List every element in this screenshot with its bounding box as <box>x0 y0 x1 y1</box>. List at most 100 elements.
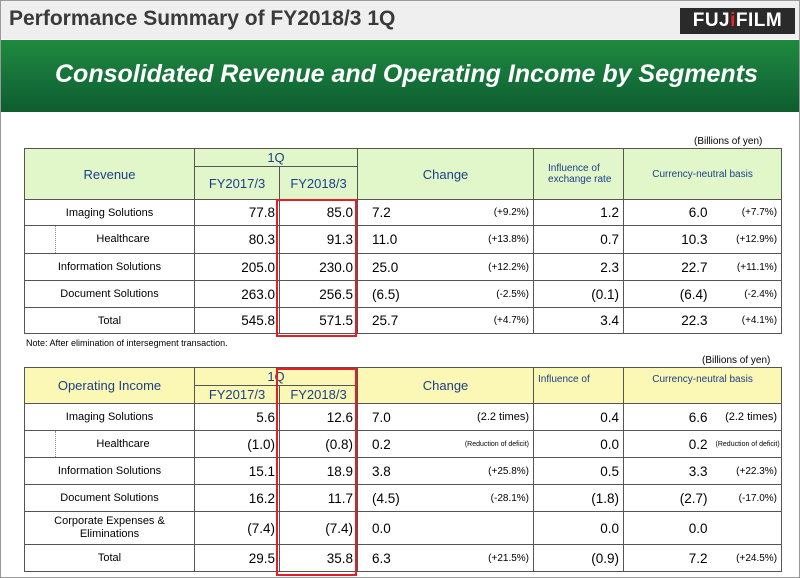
highlight-box-revenue <box>276 199 357 337</box>
currency-neutral-header: Currency-neutral basis <box>623 367 783 404</box>
highlight-box-operating <box>276 368 357 576</box>
fx-value: 3.4 <box>533 307 625 334</box>
neutral-pct: (+7.7%) <box>711 199 783 226</box>
segment-label: Total <box>24 544 195 572</box>
neutral-value: 0.2 <box>623 430 712 458</box>
fx-value: (1.8) <box>533 484 625 512</box>
fx-value: (0.9) <box>533 544 625 572</box>
neutral-pct: (+11.1%) <box>711 253 783 281</box>
operating-income-header: Operating Income <box>24 367 195 404</box>
fx-value: 0.0 <box>533 511 625 545</box>
change-pct: (+21.5%) <box>419 544 535 572</box>
segment-label: Imaging Solutions <box>24 199 195 226</box>
segment-label: Document Solutions <box>24 280 195 308</box>
revenue-table: Revenue 1Q Change Influence of exchange … <box>24 148 783 334</box>
prev-value: 205.0 <box>194 253 280 281</box>
neutral-pct: (Reduction of deficit) <box>711 430 783 458</box>
change-pct: (+9.2%) <box>419 199 535 226</box>
table-row: Total 29.5 35.8 6.3 (+21.5%) (0.9) 7.2 (… <box>24 544 783 572</box>
table-row: Healthcare 80.3 91.3 11.0 (+13.8%) 0.7 1… <box>24 225 783 254</box>
fx-value: 0.4 <box>533 403 625 431</box>
operating-unit-label: (Billions of yen) <box>702 355 771 366</box>
neutral-value: 3.3 <box>623 457 712 485</box>
neutral-value: 22.3 <box>623 307 712 334</box>
change-value: 11.0 <box>357 225 420 254</box>
prev-value: 5.6 <box>194 403 280 431</box>
table-row: Information Solutions 205.0 230.0 25.0 (… <box>24 253 783 281</box>
prev-value: 545.8 <box>194 307 280 334</box>
table-row: Corporate Expenses & Eliminations (7.4) (… <box>24 511 783 545</box>
change-value: 3.8 <box>357 457 420 485</box>
fx-value: (0.1) <box>533 280 625 308</box>
segment-label: Document Solutions <box>24 484 195 512</box>
change-value: 25.0 <box>357 253 420 281</box>
change-pct: (Reduction of deficit) <box>419 430 535 458</box>
neutral-value: 0.0 <box>623 511 712 545</box>
change-pct: (+12.2%) <box>419 253 535 281</box>
table-row: Imaging Solutions 77.8 85.0 7.2 (+9.2%) … <box>24 199 783 226</box>
neutral-pct: (-17.0%) <box>711 484 783 512</box>
neutral-value: 6.6 <box>623 403 712 431</box>
fx-influence-header: Influence of exchange rate <box>533 148 625 200</box>
section-banner: Consolidated Revenue and Operating Incom… <box>1 40 799 112</box>
prev-value: (7.4) <box>194 511 280 545</box>
segment-label: Information Solutions <box>24 253 195 281</box>
change-header: Change <box>356 148 535 200</box>
change-pct: (2.2 times) <box>419 403 535 431</box>
prev-value: 77.8 <box>194 199 280 226</box>
segment-label: Corporate Expenses & Eliminations <box>24 511 195 545</box>
fx-value: 0.5 <box>533 457 625 485</box>
curr-year-header: FY2018/3 <box>279 166 358 200</box>
neutral-value: 22.7 <box>623 253 712 281</box>
curr-value: 11.7 <box>279 484 358 512</box>
change-value: 0.0 <box>357 511 420 545</box>
neutral-pct: (+4.1%) <box>711 307 783 334</box>
table-row: Imaging Solutions 5.6 12.6 7.0 (2.2 time… <box>24 403 783 431</box>
change-value: 6.3 <box>357 544 420 572</box>
currency-neutral-header: Currency-neutral basis <box>623 148 783 200</box>
prev-value: 15.1 <box>194 457 280 485</box>
fujifilm-logo: FUJiFILM <box>680 8 795 34</box>
change-value: 25.7 <box>357 307 420 334</box>
revenue-header: Revenue <box>24 148 195 200</box>
neutral-pct: (2.2 times) <box>711 403 783 431</box>
segment-label: Total <box>24 307 195 334</box>
segment-label: Healthcare <box>24 225 195 254</box>
neutral-pct <box>711 511 783 545</box>
change-pct: (-28.1%) <box>419 484 535 512</box>
change-pct: (-2.5%) <box>419 280 535 308</box>
neutral-value: 6.0 <box>623 199 712 226</box>
revenue-note: Note: After elimination of intersegment … <box>26 338 228 348</box>
neutral-value: (6.4) <box>623 280 712 308</box>
operating-income-table: Operating Income 1Q Change Influence of … <box>24 367 783 572</box>
curr-value: (7.4) <box>279 511 358 545</box>
change-value: (6.5) <box>357 280 420 308</box>
change-pct: (+4.7%) <box>419 307 535 334</box>
prev-value: 29.5 <box>194 544 280 572</box>
banner-title: Consolidated Revenue and Operating Incom… <box>55 60 758 88</box>
fx-value: 0.0 <box>533 430 625 458</box>
fx-value: 2.3 <box>533 253 625 281</box>
fx-value: 1.2 <box>533 199 625 226</box>
change-value: 7.0 <box>357 403 420 431</box>
change-pct: (+25.8%) <box>419 457 535 485</box>
change-header: Change <box>356 367 535 404</box>
change-pct: (+13.8%) <box>419 225 535 254</box>
title-bar: Performance Summary of FY2018/3 1Q FUJiF… <box>1 1 799 39</box>
fx-value: 0.7 <box>533 225 625 254</box>
neutral-pct: (-2.4%) <box>711 280 783 308</box>
curr-value: 571.5 <box>279 307 358 334</box>
neutral-value: 7.2 <box>623 544 712 572</box>
prev-year-header: FY2017/3 <box>194 385 280 404</box>
neutral-pct: (+24.5%) <box>711 544 783 572</box>
curr-year-header: FY2018/3 <box>279 385 358 404</box>
change-pct <box>419 511 535 545</box>
curr-value: 91.3 <box>279 225 358 254</box>
prev-value: 80.3 <box>194 225 280 254</box>
prev-value: 263.0 <box>194 280 280 308</box>
change-value: 7.2 <box>357 199 420 226</box>
segment-label: Healthcare <box>24 430 195 458</box>
neutral-pct: (+12.9%) <box>711 225 783 254</box>
segment-label: Imaging Solutions <box>24 403 195 431</box>
curr-value: 18.9 <box>279 457 358 485</box>
